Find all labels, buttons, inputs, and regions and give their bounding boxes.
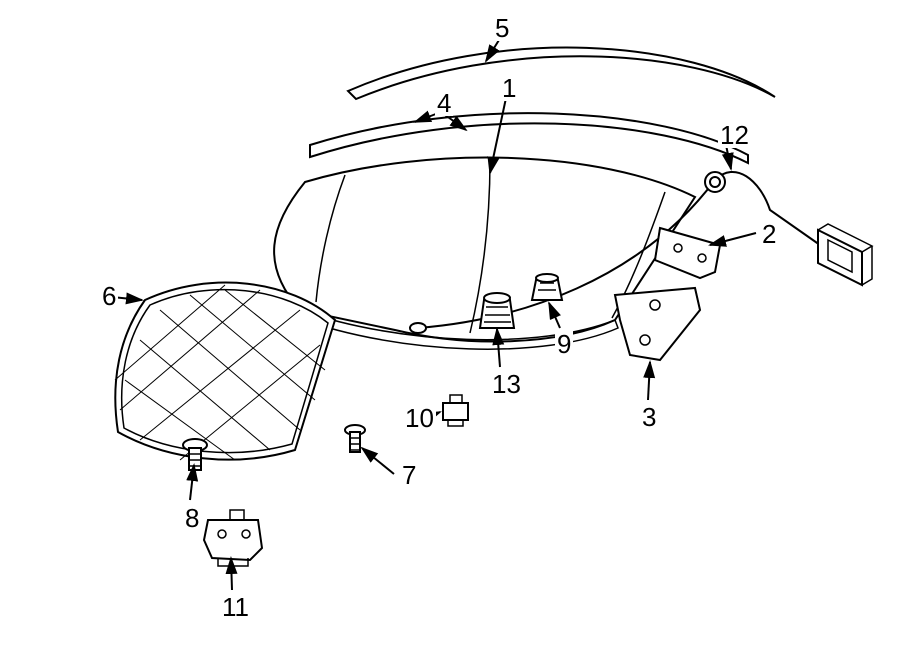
callout-3: 3 (640, 404, 658, 430)
callout-2: 2 (760, 221, 778, 247)
part-hinge-lower (615, 288, 700, 360)
part-bolt-hinge (345, 425, 365, 452)
diagram-stage: 1 2 3 4 5 6 7 8 9 10 11 12 13 (0, 0, 900, 661)
part-hood-panel (274, 158, 695, 350)
leader-lines (112, 40, 756, 590)
callout-11: 11 (220, 594, 251, 620)
callout-8: 8 (183, 505, 201, 531)
part-latch-assembly (204, 510, 262, 566)
part-insulator-pad (115, 283, 335, 460)
callout-12: 12 (718, 122, 751, 148)
part-release-cable (410, 172, 872, 333)
part-rear-molding (348, 48, 775, 99)
callout-4: 4 (435, 90, 453, 116)
callout-7: 7 (400, 462, 418, 488)
part-clip (443, 395, 468, 426)
callout-10: 10 (403, 405, 436, 431)
part-rear-seal (310, 113, 748, 163)
callout-13: 13 (490, 371, 523, 397)
part-bumper-adjust (480, 293, 514, 328)
callout-6: 6 (100, 283, 118, 309)
callout-1: 1 (500, 75, 518, 101)
part-bumper-stop (532, 274, 562, 300)
part-hinge-upper (655, 228, 720, 278)
callout-5: 5 (493, 15, 511, 41)
part-bolt-latch (183, 439, 207, 470)
callout-9: 9 (555, 331, 573, 357)
